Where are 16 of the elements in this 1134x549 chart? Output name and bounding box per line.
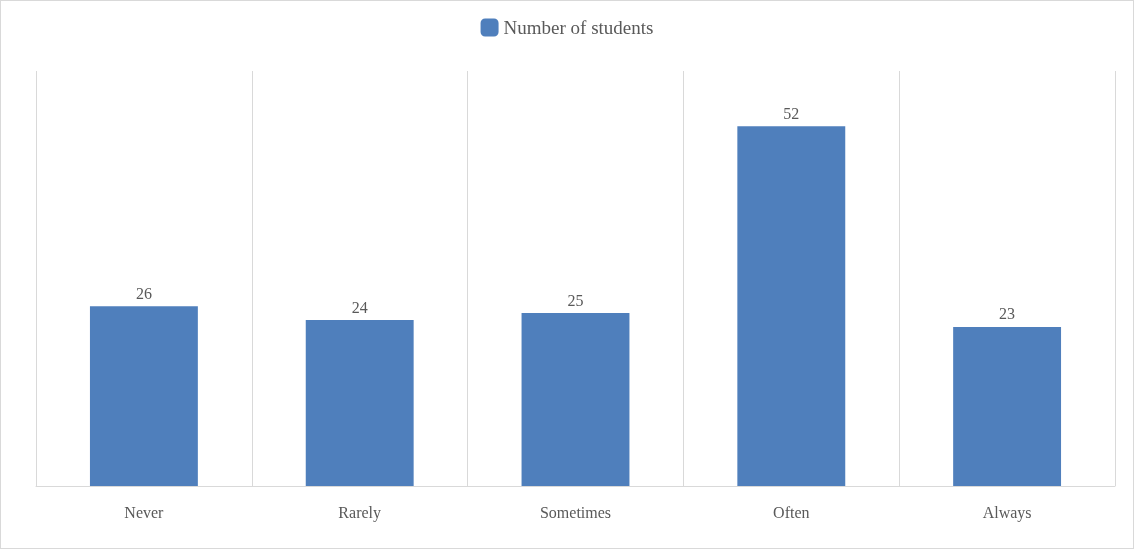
data-label: 26 xyxy=(135,284,152,302)
x-tick-label: Never xyxy=(124,503,165,521)
bar xyxy=(521,313,630,486)
bar xyxy=(305,320,414,486)
data-label: 23 xyxy=(999,305,1016,323)
bar xyxy=(953,326,1062,486)
x-tick-label: Often xyxy=(773,503,810,521)
x-tick-label: Rarely xyxy=(338,503,382,522)
x-tick-label: Sometimes xyxy=(539,503,612,521)
data-label: 25 xyxy=(567,291,584,309)
data-label: 24 xyxy=(351,298,368,316)
bar xyxy=(89,306,198,486)
legend-label: Number of students xyxy=(503,17,654,38)
data-label: 52 xyxy=(783,104,800,122)
x-tick-label: Always xyxy=(982,503,1032,522)
bar xyxy=(737,126,846,486)
